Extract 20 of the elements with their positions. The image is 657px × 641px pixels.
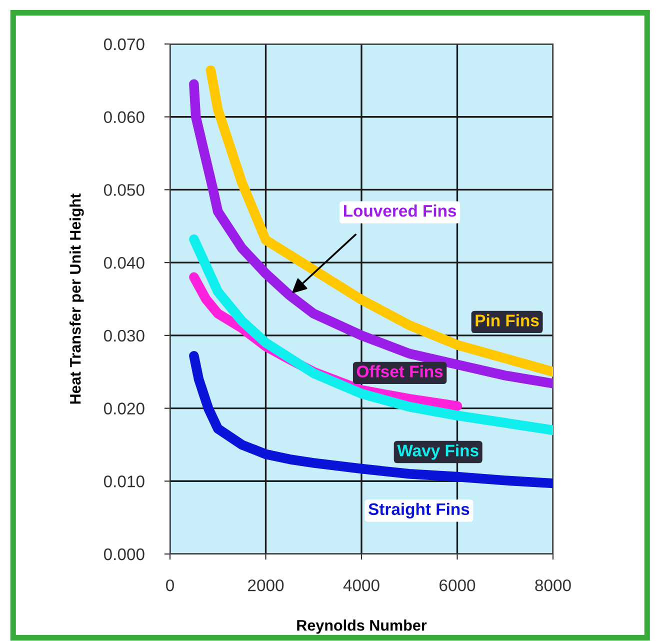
x-tick-label: 0 xyxy=(166,579,174,592)
x-tick-label: 8000 xyxy=(535,579,571,592)
y-axis-title: Heat Transfer per Unit Height xyxy=(70,193,84,404)
series-label: Straight Fins xyxy=(368,502,470,518)
y-tick-label: 0.070 xyxy=(104,38,144,50)
text: Louvered Fins xyxy=(344,204,456,217)
y-tick-label: 0.040 xyxy=(104,256,144,269)
series-label: Offset Fins xyxy=(356,365,443,378)
x-tick-label: 4000 xyxy=(343,579,380,592)
y-tick-label: 0.000 xyxy=(104,548,144,560)
series-label: Wavy Fins xyxy=(397,444,478,460)
y-tick-label: 0.020 xyxy=(104,402,144,414)
y-tick-label: 0.050 xyxy=(104,184,144,196)
x-tick-label: 2000 xyxy=(248,579,284,592)
y-tick-label: 0.010 xyxy=(104,476,144,488)
series-label: Pin Fins xyxy=(476,314,539,326)
y-tick-label: 0.060 xyxy=(104,111,144,124)
x-tick-label: 6000 xyxy=(440,579,476,592)
y-tick-label: 0.030 xyxy=(104,330,144,342)
x-axis-title: Reynolds Number xyxy=(297,620,427,634)
